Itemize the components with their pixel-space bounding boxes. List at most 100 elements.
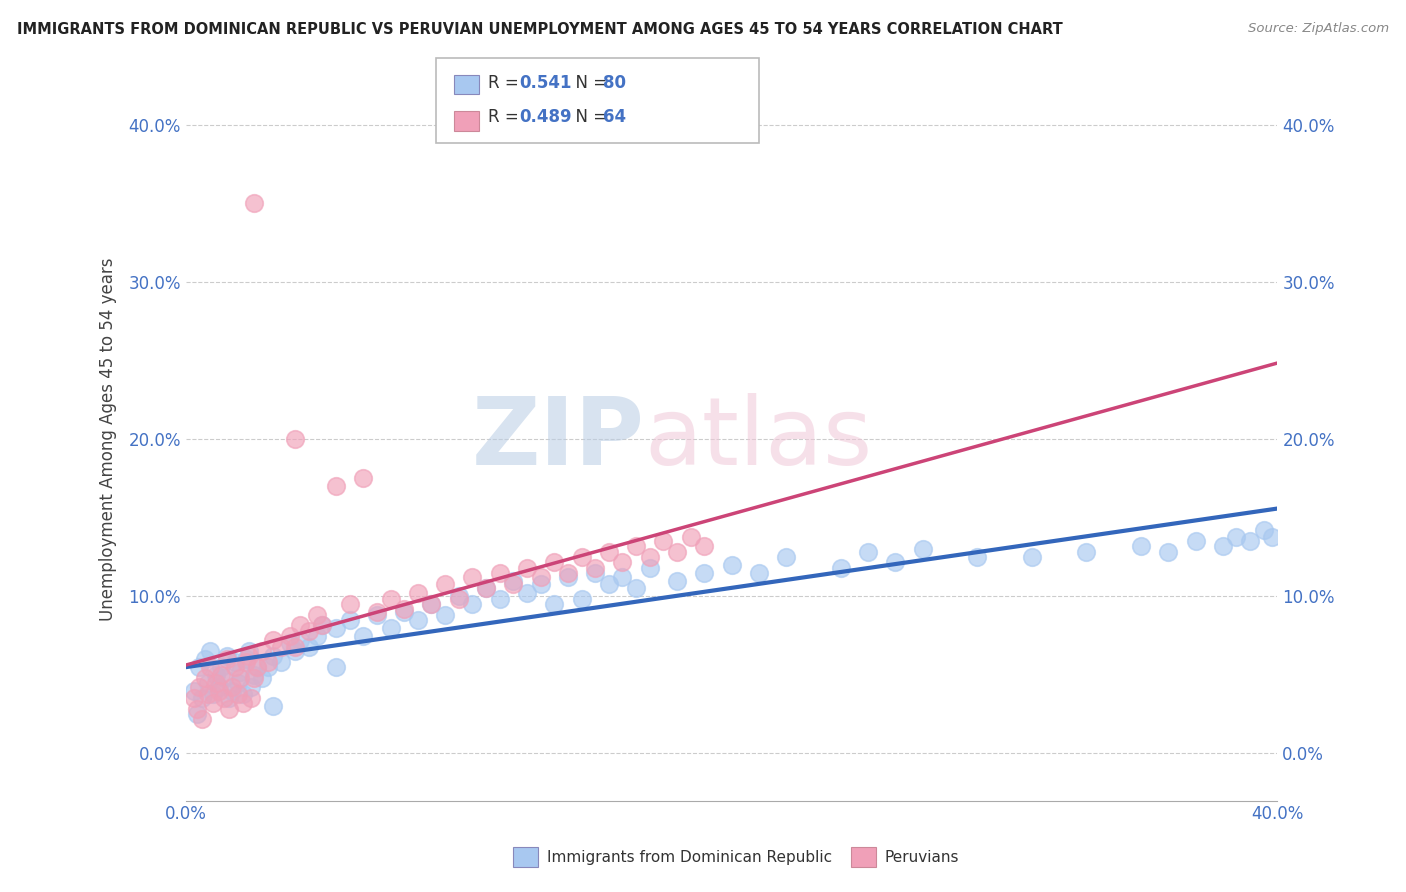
Text: IMMIGRANTS FROM DOMINICAN REPUBLIC VS PERUVIAN UNEMPLOYMENT AMONG AGES 45 TO 54 : IMMIGRANTS FROM DOMINICAN REPUBLIC VS PE… (17, 22, 1063, 37)
Point (186, 702, 208, 716)
Point (226, 687, 249, 701)
Point (666, 545, 689, 559)
Point (679, 529, 702, 543)
Point (298, 624, 321, 638)
Point (243, 668, 266, 682)
Text: atlas: atlas (644, 393, 873, 485)
Point (325, 660, 347, 674)
Point (516, 561, 538, 575)
Point (207, 681, 229, 695)
Point (188, 660, 211, 674)
Text: 64: 64 (603, 108, 626, 126)
Point (200, 644, 222, 658)
Point (270, 640, 292, 654)
Point (325, 479, 347, 493)
Point (305, 628, 328, 642)
Point (290, 617, 312, 632)
Point (406, 586, 429, 600)
Point (229, 671, 252, 685)
Point (215, 652, 238, 666)
Point (434, 576, 457, 591)
Point (191, 712, 214, 726)
Point (256, 660, 278, 674)
Point (1076, 545, 1098, 559)
Point (226, 675, 249, 690)
Point (543, 597, 565, 611)
Point (1021, 549, 1043, 564)
Point (221, 681, 243, 695)
Point (298, 640, 321, 654)
Point (529, 576, 551, 591)
Point (1184, 534, 1206, 549)
Point (235, 652, 257, 666)
Point (221, 683, 243, 698)
Point (380, 592, 402, 607)
Point (612, 555, 634, 569)
Point (240, 691, 263, 706)
Point (246, 660, 269, 674)
Point (235, 655, 257, 669)
Point (1225, 529, 1247, 543)
Point (284, 644, 307, 658)
Point (205, 668, 228, 682)
Text: ZIP: ZIP (471, 393, 644, 485)
Point (339, 613, 361, 627)
Point (966, 549, 988, 564)
Point (775, 549, 797, 564)
Point (325, 621, 347, 635)
Point (252, 671, 274, 685)
Y-axis label: Unemployment Among Ages 45 to 54 years: Unemployment Among Ages 45 to 54 years (100, 257, 117, 621)
Text: R =: R = (488, 108, 524, 126)
Point (392, 602, 415, 616)
Point (246, 660, 269, 674)
Point (693, 539, 716, 553)
Point (583, 561, 606, 575)
Point (516, 586, 538, 600)
Text: N =: N = (565, 108, 613, 126)
Point (200, 660, 222, 674)
Text: 0.541: 0.541 (519, 74, 571, 92)
Point (366, 608, 388, 623)
Point (502, 576, 524, 591)
Text: 0.489: 0.489 (519, 108, 571, 126)
Point (278, 628, 301, 642)
Point (571, 549, 593, 564)
Point (278, 636, 301, 650)
Point (238, 644, 260, 658)
Point (856, 545, 879, 559)
Point (406, 613, 429, 627)
Point (543, 555, 565, 569)
Text: Source: ZipAtlas.com: Source: ZipAtlas.com (1249, 22, 1389, 36)
Point (202, 696, 225, 710)
Point (194, 652, 217, 666)
Point (461, 597, 484, 611)
Point (1212, 539, 1234, 553)
Point (366, 605, 388, 619)
Point (447, 592, 470, 607)
Point (212, 671, 235, 685)
Point (240, 681, 263, 695)
Point (186, 707, 208, 722)
Point (571, 592, 593, 607)
Point (209, 660, 232, 674)
Point (205, 675, 228, 690)
Point (215, 648, 238, 663)
Point (666, 574, 689, 588)
Point (475, 582, 498, 596)
Point (447, 589, 470, 603)
Point (197, 675, 219, 690)
Point (243, 671, 266, 685)
Point (232, 687, 254, 701)
Point (720, 558, 742, 572)
Point (529, 570, 551, 584)
Point (252, 644, 274, 658)
Point (612, 570, 634, 584)
Point (748, 566, 770, 580)
Point (270, 655, 292, 669)
Point (420, 597, 443, 611)
Point (305, 608, 328, 623)
Point (1261, 529, 1284, 543)
Point (256, 655, 278, 669)
Point (212, 691, 235, 706)
Point (380, 621, 402, 635)
